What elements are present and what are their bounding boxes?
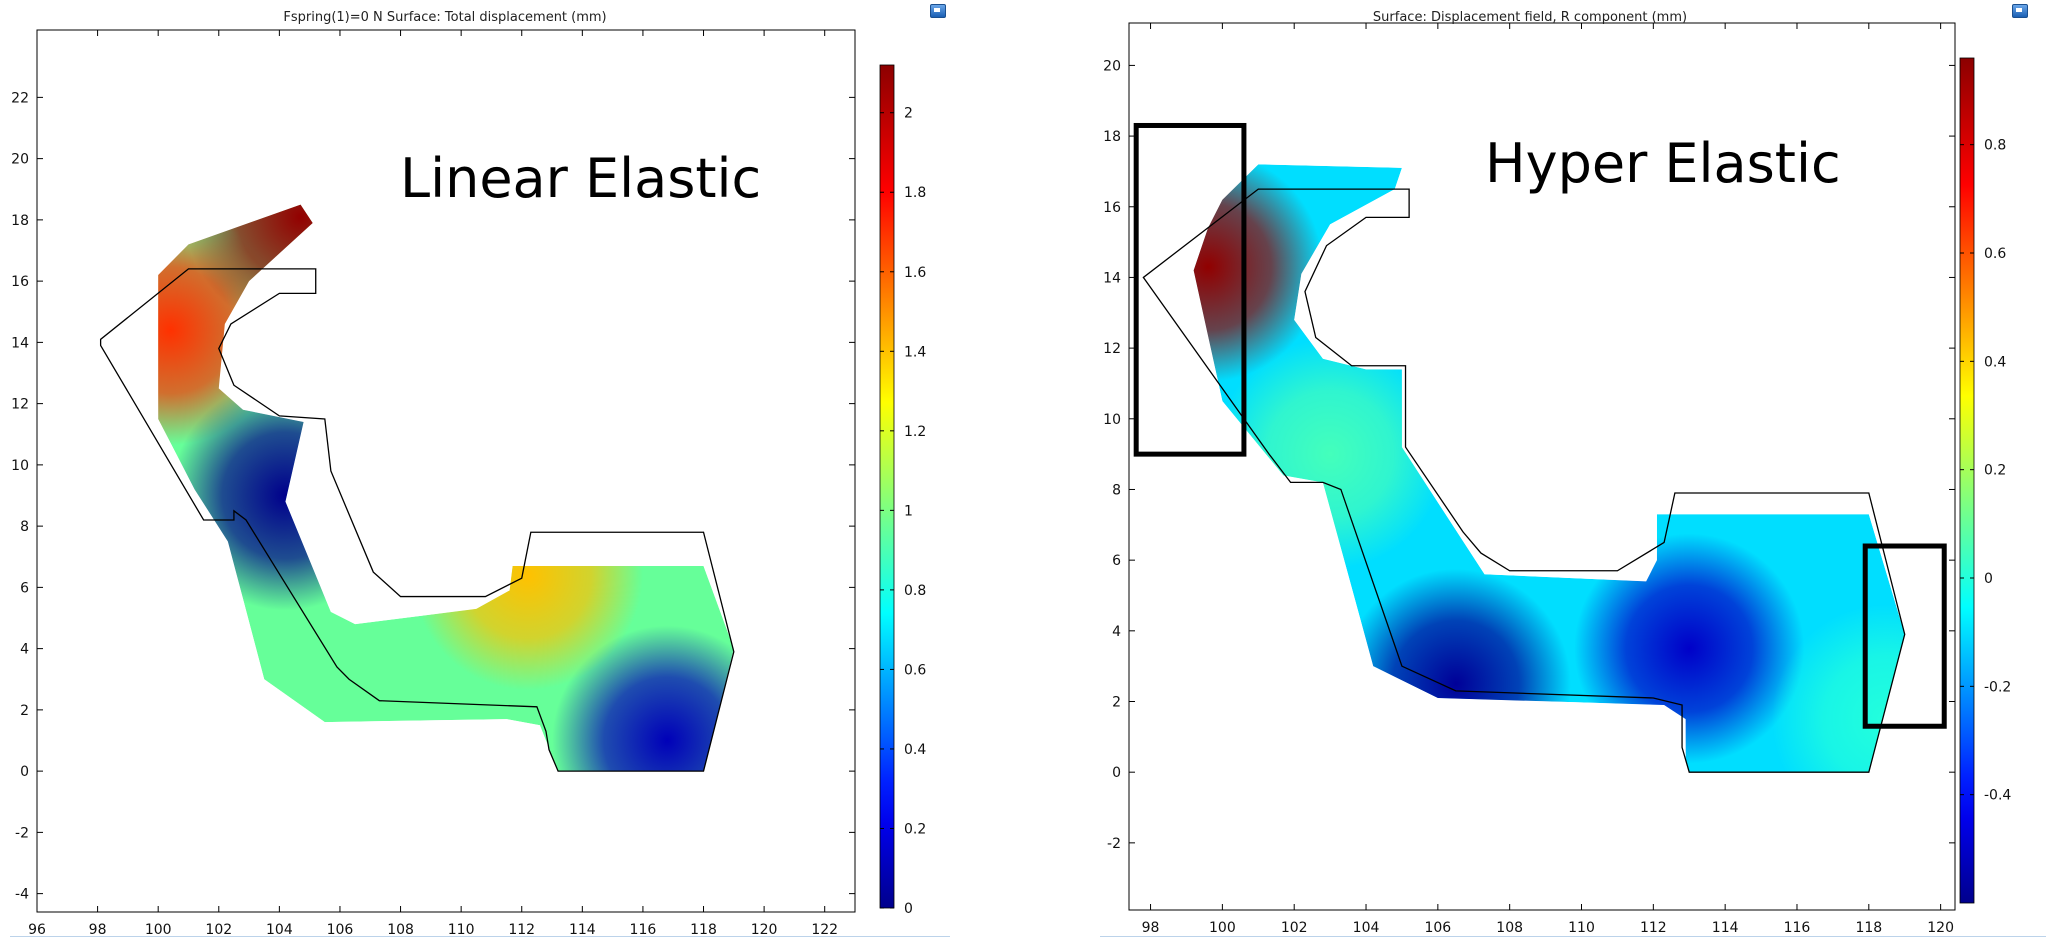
surface-hotspot (1193, 164, 1324, 382)
x-tick-label: 106 (1424, 920, 1451, 936)
x-tick-label: 114 (1712, 920, 1739, 936)
colorbar (1959, 57, 1975, 904)
model-annotation: Linear Elastic (400, 147, 761, 210)
y-tick-label: -2 (15, 825, 29, 841)
plot-title: Fspring(1)=0 N Surface: Total displaceme… (283, 10, 607, 25)
export-image-icon[interactable] (930, 4, 946, 18)
y-tick-label: -2 (1107, 836, 1121, 852)
linear-elastic-panel: Fspring(1)=0 N Surface: Total displaceme… (0, 0, 1000, 942)
colorbar-tick-label: 0.8 (904, 583, 926, 599)
colorbar-tick-label: 0.6 (1984, 246, 2006, 262)
y-tick-label: 10 (1103, 412, 1121, 428)
divider (10, 936, 950, 937)
highlight-box (1133, 122, 1247, 457)
y-tick-label: 16 (1103, 200, 1121, 216)
y-tick-label: 12 (1103, 341, 1121, 357)
colorbar-tick-label: 0.2 (904, 821, 926, 837)
linear-elastic-plot: 96 98 100 102 104 106 108 110 112 114 116 118 120 122… (11, 29, 926, 938)
colorbar-tick-label: 0 (1984, 571, 1993, 587)
surface-hotspot (552, 625, 734, 772)
x-tick-label: 98 (1142, 920, 1160, 936)
colorbar-tick-label: 0.6 (904, 662, 926, 678)
y-tick-label: 4 (20, 642, 29, 658)
colorbar-tick-label: 2 (904, 106, 913, 122)
y-tick-label: 18 (1103, 129, 1121, 145)
x-tick-label: 110 (448, 922, 475, 938)
y-tick-label: 20 (11, 152, 29, 168)
x-tick-label: 118 (1855, 920, 1882, 936)
x-tick-label: 102 (1281, 920, 1308, 936)
colorbar-tick-label: -0.2 (1984, 679, 2011, 695)
x-tick-label: 116 (1784, 920, 1811, 936)
x-tick-label: 110 (1568, 920, 1595, 936)
x-tick-label: 100 (1209, 920, 1236, 936)
highlight-box (1862, 543, 1947, 729)
colorbar-tick-label: 1 (904, 503, 913, 519)
x-tick-label: 120 (1927, 920, 1954, 936)
y-tick-label: 4 (1112, 624, 1121, 640)
y-tick-label: 16 (11, 274, 29, 290)
colorbar-tick-label: 0.4 (904, 742, 926, 758)
x-tick-label: 106 (327, 922, 354, 938)
y-tick-label: 8 (1112, 482, 1121, 498)
x-tick-label: 98 (89, 922, 107, 938)
x-tick-label: 108 (387, 922, 414, 938)
y-tick-label: 10 (11, 458, 29, 474)
x-tick-label: 104 (266, 922, 293, 938)
x-tick-label: 116 (630, 922, 657, 938)
colorbar-tick-label: 1.4 (904, 344, 926, 360)
y-tick-label: 22 (11, 90, 29, 106)
undeformed-outline (99, 268, 735, 772)
y-tick-label: 20 (1103, 58, 1121, 74)
model-annotation: Hyper Elastic (1485, 132, 1841, 195)
x-tick-label: 112 (508, 922, 535, 938)
y-tick-label: 2 (1112, 695, 1121, 711)
colorbar-tick-label: 0 (904, 901, 913, 917)
undeformed-outline (1142, 188, 1906, 773)
colorbar (879, 64, 895, 909)
x-tick-label: 100 (145, 922, 172, 938)
y-tick-label: 12 (11, 397, 29, 413)
y-tick-label: 6 (1112, 553, 1121, 569)
y-tick-label: 14 (11, 335, 29, 351)
x-tick-label: 96 (28, 922, 46, 938)
x-tick-label: 118 (690, 922, 717, 938)
y-tick-label: 14 (1103, 270, 1121, 286)
divider (1100, 936, 2046, 937)
colorbar-tick-label: 0.8 (1984, 138, 2006, 154)
colorbar-tick-label: 1.8 (904, 185, 926, 201)
y-tick-label: 0 (1112, 765, 1121, 781)
hyper-elastic-panel: Surface: Displacement field, R component… (1100, 0, 2046, 942)
y-tick-label: 18 (11, 213, 29, 229)
y-tick-label: 6 (20, 580, 29, 596)
export-image-icon[interactable] (2012, 4, 2028, 18)
y-tick-label: 8 (20, 519, 29, 535)
x-tick-label: 108 (1496, 920, 1523, 936)
y-tick-label: 0 (20, 764, 29, 780)
x-tick-label: 112 (1640, 920, 1667, 936)
colorbar-tick-label: 1.2 (904, 424, 926, 440)
colorbar-tick-label: 1.6 (904, 265, 926, 281)
hyper-elastic-plot: 98 100 102 104 106 108 110 112 114 116 118 120-2024… (1103, 22, 2011, 936)
plot-title: Surface: Displacement field, R component… (1372, 10, 1688, 25)
x-tick-label: 120 (751, 922, 778, 938)
y-tick-label: -4 (15, 887, 29, 903)
x-tick-label: 102 (205, 922, 232, 938)
x-tick-label: 122 (811, 922, 838, 938)
colorbar-tick-label: 0.4 (1984, 354, 2006, 370)
colorbar-tick-label: -0.4 (1984, 788, 2011, 804)
x-tick-label: 114 (569, 922, 596, 938)
plot-area-frame (36, 29, 856, 913)
y-tick-label: 2 (20, 703, 29, 719)
x-tick-label: 104 (1353, 920, 1380, 936)
colorbar-tick-label: 0.2 (1984, 463, 2006, 479)
